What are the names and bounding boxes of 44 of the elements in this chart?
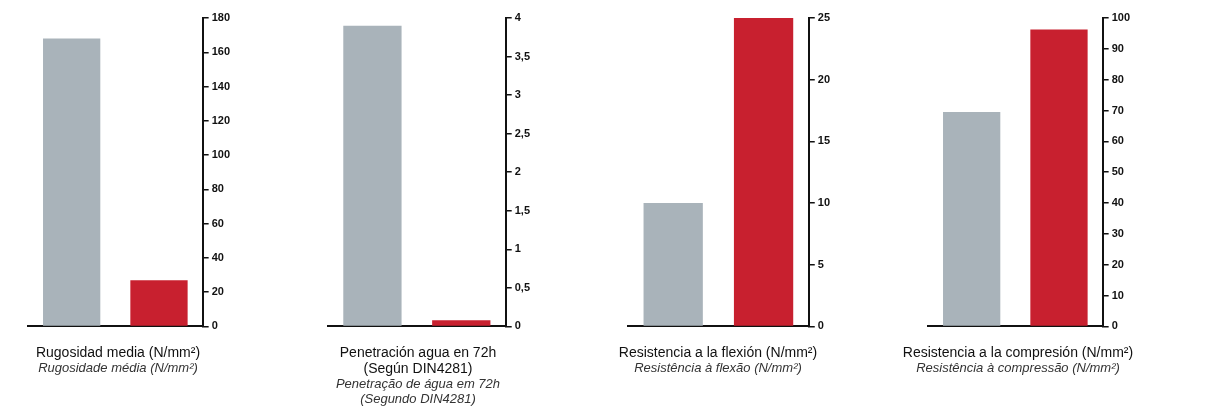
- text: Penetração de água em 72h (Segundo DIN4281): [334, 376, 502, 406]
- x-axis-title: Rugosidad media (N/mm²): [34, 344, 202, 360]
- y-tick-label: 80: [211, 182, 224, 195]
- y-tick-label: 100: [1111, 11, 1131, 24]
- y-tick-label: 10: [1111, 288, 1124, 301]
- y-tick-label: 10: [817, 196, 831, 209]
- y-tick-label: 80: [1111, 72, 1124, 85]
- y-tick-label: 0,5: [514, 280, 531, 293]
- text: Resistência à flexão (N/mm²): [633, 360, 803, 375]
- y-tick-label: 120: [211, 113, 231, 126]
- y-tick-label: 70: [1111, 103, 1124, 116]
- y-tick-label: 40: [1111, 196, 1124, 209]
- text: Rugosidade média (N/mm²): [37, 360, 199, 375]
- y-tick-label: 50: [1111, 165, 1124, 178]
- y-tick-label: 60: [1111, 134, 1124, 147]
- y-tick-label: 0: [817, 319, 824, 332]
- y-tick-label: 3,5: [514, 49, 531, 62]
- y-tick-label: 20: [817, 72, 831, 85]
- y-tick-label: 4: [514, 11, 522, 24]
- x-axis-title: Resistencia a la flexión (N/mm²): [617, 344, 819, 360]
- y-tick-label: 100: [211, 148, 231, 161]
- y-tick-label: 160: [211, 45, 231, 58]
- y-tick-label: 0: [211, 319, 218, 332]
- text: Resistência à compressão (N/mm²): [915, 360, 1121, 375]
- y-tick-label: 20: [1111, 257, 1124, 270]
- y-tick-label: 2,5: [514, 126, 531, 139]
- y-tick-label: 5: [817, 257, 824, 270]
- y-tick-label: 90: [1111, 41, 1124, 54]
- y-tick-label: 20: [211, 285, 224, 298]
- y-tick-label: 1: [514, 242, 521, 255]
- x-axis-title: Resistencia a la compresión (N/mm²): [901, 344, 1135, 360]
- y-tick-label: 40: [211, 250, 224, 263]
- y-tick-label: 180: [211, 11, 231, 24]
- y-tick-label: 0: [514, 319, 521, 332]
- y-tick-label: 3: [514, 88, 521, 101]
- y-tick-label: 2: [514, 165, 521, 178]
- y-tick-label: 15: [817, 134, 831, 147]
- y-tick-label: 0: [1111, 319, 1118, 332]
- y-tick-label: 25: [817, 11, 831, 24]
- y-tick-label: 60: [211, 216, 224, 229]
- y-tick-label: 140: [211, 79, 231, 92]
- y-tick-label: 1,5: [514, 203, 531, 216]
- y-tick-label: 30: [1111, 226, 1124, 239]
- x-axis-title: Penetración agua en 72h (Según DIN4281): [338, 344, 498, 376]
